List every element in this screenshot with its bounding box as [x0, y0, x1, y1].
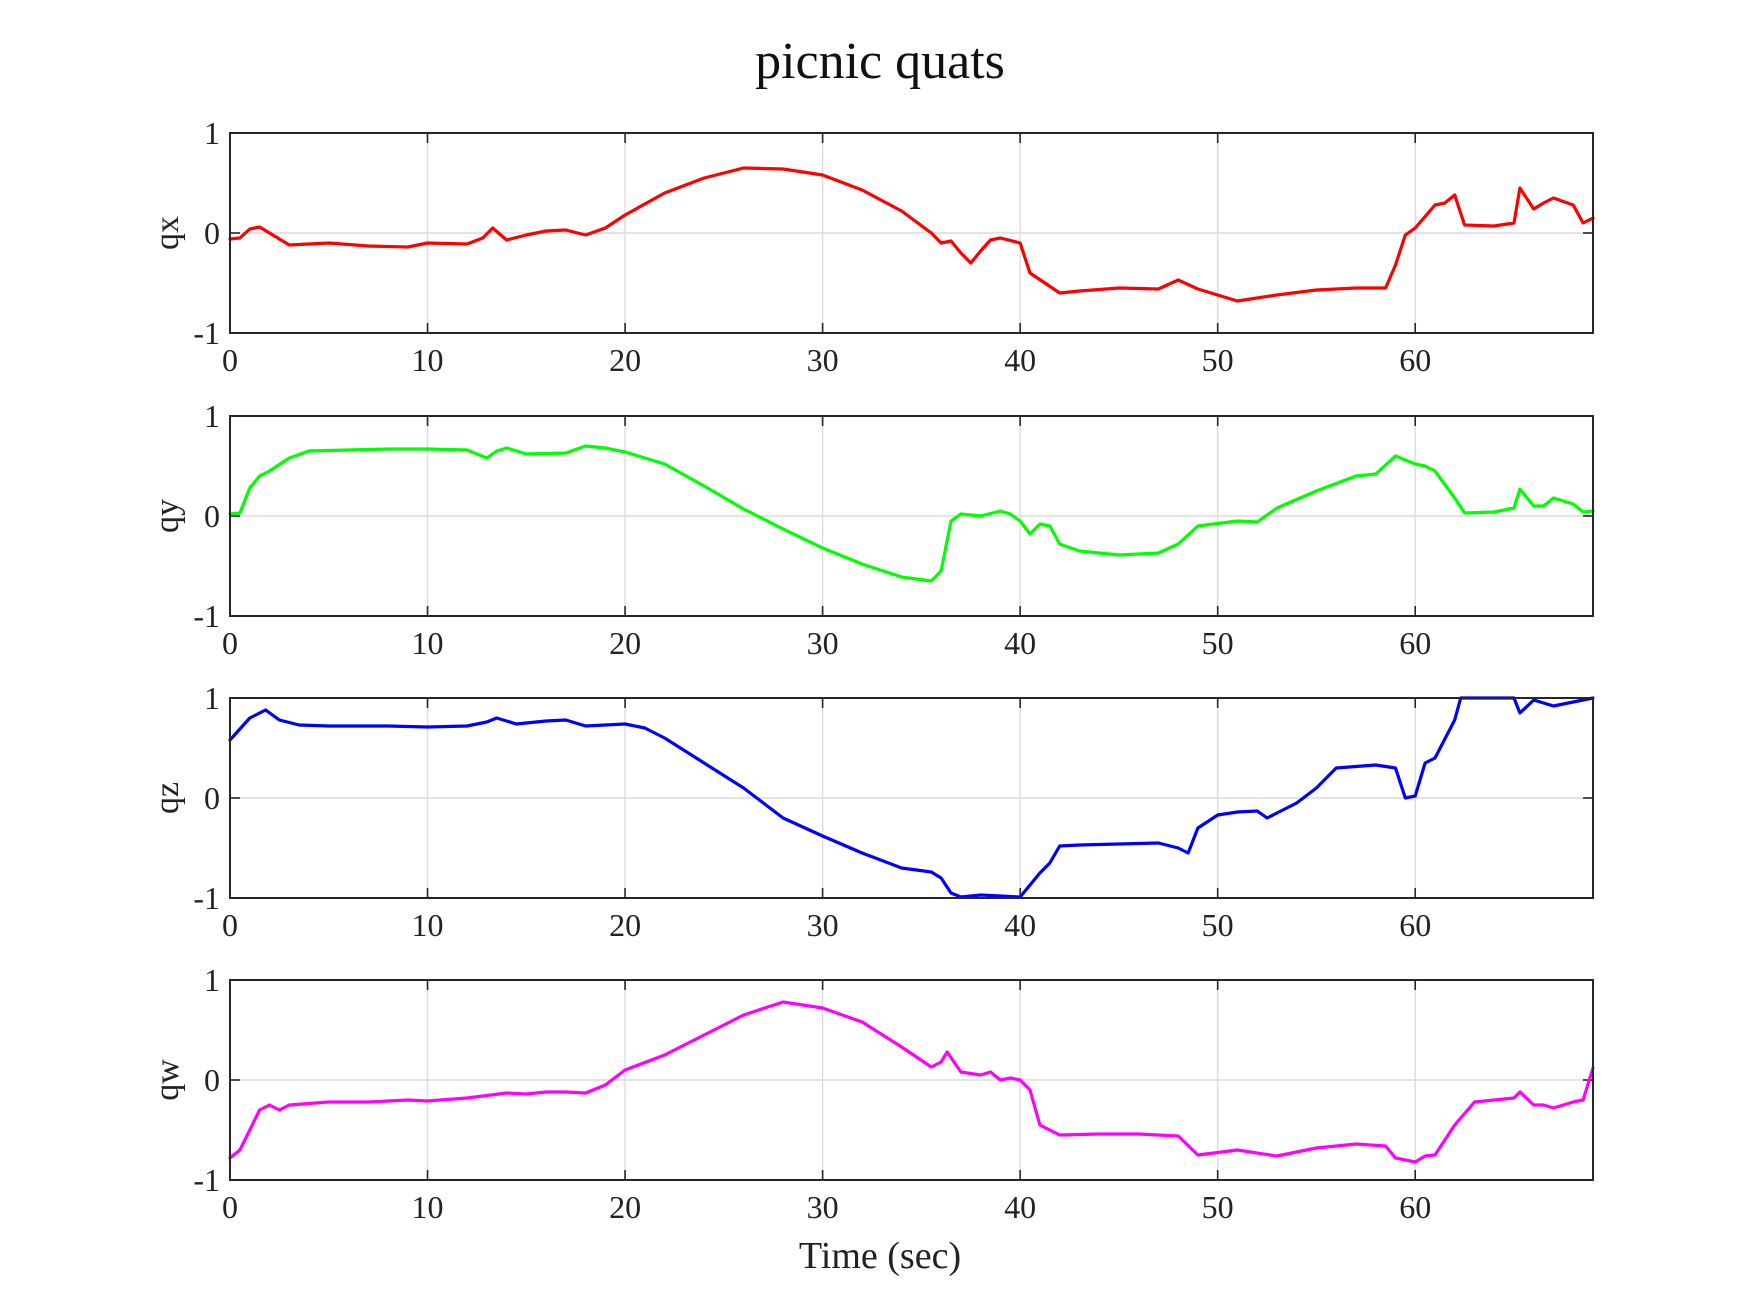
x-tick-label: 20 [609, 625, 641, 661]
x-tick-label: 10 [412, 342, 444, 378]
x-axis-label: Time (sec) [799, 1235, 961, 1277]
axes-frame [229, 697, 1594, 899]
y-tick-label: 0 [204, 1062, 220, 1098]
x-tick-label: 10 [412, 1189, 444, 1225]
chart-title: picnic quats [755, 33, 1005, 90]
y-tick-label: 1 [204, 962, 220, 998]
y-tick-label: 1 [204, 680, 220, 716]
y-tick-label: -1 [193, 315, 220, 351]
x-tick-label: 40 [1004, 342, 1036, 378]
series-line-qz [228, 696, 1595, 899]
series-line-qx [228, 166, 1595, 303]
y-axis-label-qy: qy [149, 499, 186, 533]
x-tick-label: 50 [1202, 1189, 1234, 1225]
x-tick-label: 30 [807, 625, 839, 661]
x-tick-label: 0 [222, 1189, 238, 1225]
y-tick-label: 0 [204, 780, 220, 816]
x-tick-label: 0 [222, 907, 238, 943]
y-axis-label-qw: qw [149, 1059, 186, 1101]
y-tick-label: -1 [193, 880, 220, 916]
x-tick-label: 60 [1399, 1189, 1431, 1225]
y-tick-label: 0 [204, 498, 220, 534]
x-tick-label: 0 [222, 625, 238, 661]
x-tick-label: 60 [1399, 625, 1431, 661]
y-axis-label-qx: qx [149, 216, 186, 250]
axes-frame [229, 979, 1594, 1181]
x-tick-label: 50 [1202, 342, 1234, 378]
x-tick-label: 30 [807, 907, 839, 943]
x-tick-label: 30 [807, 1189, 839, 1225]
x-tick-label: 0 [222, 342, 238, 378]
x-tick-label: 20 [609, 1189, 641, 1225]
x-tick-label: 40 [1004, 907, 1036, 943]
x-tick-label: 30 [807, 342, 839, 378]
y-axis-label-qz: qz [149, 782, 186, 814]
y-tick-label: 1 [204, 398, 220, 434]
x-tick-label: 20 [609, 907, 641, 943]
x-tick-label: 50 [1202, 907, 1234, 943]
series-line-qy [228, 444, 1595, 583]
axes-frame [229, 132, 1594, 334]
x-tick-label: 60 [1399, 907, 1431, 943]
y-tick-label: 1 [204, 115, 220, 151]
series-line-qw [228, 1000, 1595, 1164]
axes-frame [229, 415, 1594, 617]
x-tick-label: 10 [412, 907, 444, 943]
x-tick-label: 50 [1202, 625, 1234, 661]
x-tick-label: 40 [1004, 1189, 1036, 1225]
x-tick-label: 10 [412, 625, 444, 661]
x-tick-label: 20 [609, 342, 641, 378]
x-tick-label: 40 [1004, 625, 1036, 661]
x-tick-label: 60 [1399, 342, 1431, 378]
y-tick-label: -1 [193, 1162, 220, 1198]
y-tick-label: -1 [193, 598, 220, 634]
y-tick-label: 0 [204, 215, 220, 251]
